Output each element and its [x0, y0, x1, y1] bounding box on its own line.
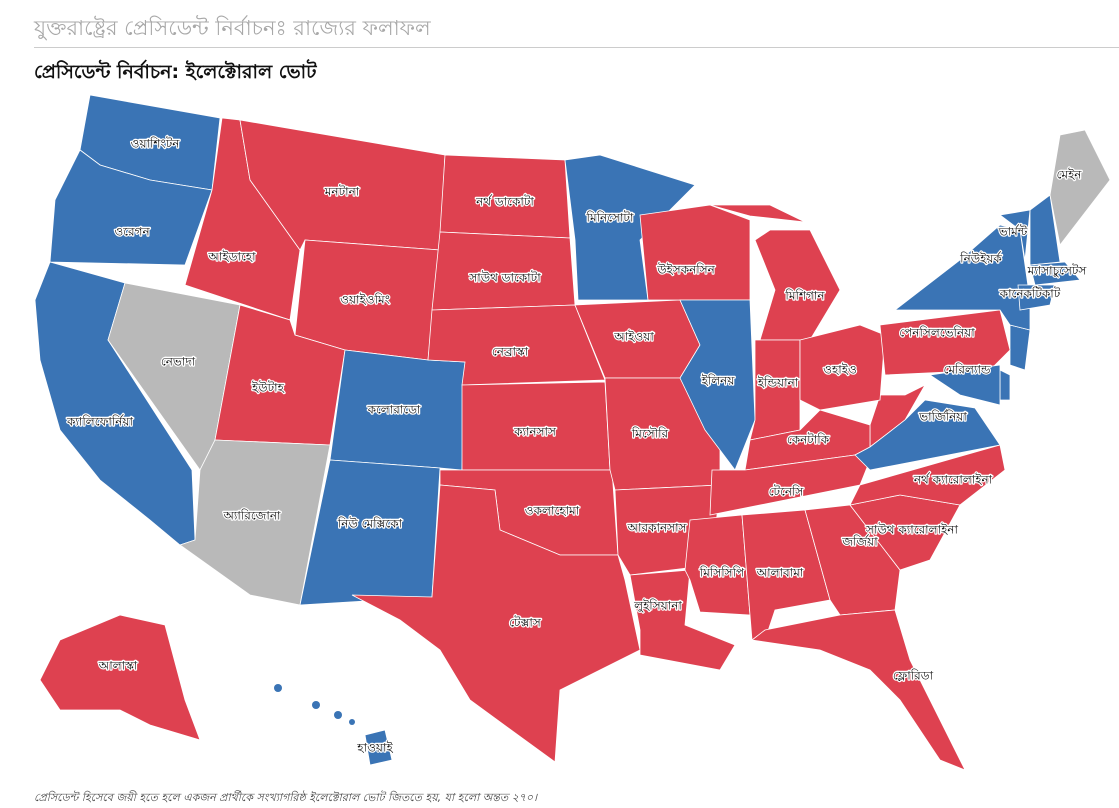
state-shape: [364, 729, 393, 766]
state-label: কানেকটিকাট: [999, 287, 1061, 301]
state-label: নেভাদা: [161, 355, 196, 369]
state-shape: [749, 339, 801, 441]
state-label: আইওয়া: [613, 330, 654, 344]
state-label: মিনিসোটা: [586, 211, 634, 225]
state-shape: [1029, 194, 1061, 266]
state-shape: [1029, 261, 1081, 286]
state-shape: [879, 309, 1011, 376]
state-label: মিসৌরি: [631, 427, 669, 441]
state-label: উইসকনসিন: [656, 263, 715, 277]
state-label: সাউথ ক্যারোলাইনা: [865, 523, 958, 537]
state-label: টেনেসি: [769, 485, 805, 499]
state-shape: [564, 154, 696, 301]
state-label: ফ্লোরিডা: [893, 669, 934, 683]
state-shape: [799, 324, 886, 411]
state-shape: [639, 204, 751, 301]
state-label: হাওয়াই: [356, 741, 393, 755]
state-label: মেইন: [1057, 168, 1083, 182]
page-title: যুক্তরাষ্ট্রের প্রেসিডেন্ট নির্বাচনঃ রাজ…: [34, 16, 431, 40]
state-label: ভার্জিনিয়া: [918, 410, 967, 424]
state-label: ইউটাহ: [251, 381, 285, 395]
state-shape: [893, 224, 1031, 331]
state-shape: [928, 364, 1001, 406]
map-title: প্রেসিডেন্ট নির্বাচন: ইলেক্টোরাল ভোট: [34, 61, 317, 83]
state-label: আরকানসাস: [627, 521, 688, 535]
state-label: ওরেগন: [114, 225, 150, 239]
state-label: মেরিল্যান্ড: [943, 363, 990, 377]
state-label: কলোরাডো: [367, 403, 421, 417]
state-shape: [999, 369, 1011, 401]
state-label: সাউথ ডাকোটা: [468, 271, 541, 285]
state-shape: [179, 439, 331, 606]
state-label: নিউ মেক্সিকো: [337, 517, 403, 531]
state-label: অ্যারিজোনা: [222, 509, 281, 523]
state-label: মিসিসিপি: [699, 566, 745, 580]
state-shape: [754, 229, 841, 341]
state-label: নর্থ ডাকোটা: [475, 195, 534, 209]
state-shape: [999, 209, 1031, 261]
state-shape: [1017, 284, 1056, 311]
state-label: নিউইয়র্ক: [959, 252, 1002, 266]
state-label: নেব্রাস্কা: [492, 345, 529, 359]
state-label: লুইসিয়ানা: [633, 599, 682, 614]
state-shape: [679, 299, 756, 471]
state-label: ওহাইও: [823, 363, 857, 377]
state-label: পেনসিলভেনিয়া: [899, 326, 975, 340]
footnote: প্রেসিডেন্ট হিসেবে জয়ী হতে হলে একজন প্র…: [34, 791, 538, 804]
island: [274, 684, 282, 692]
state-label: ওকলাহোমা: [525, 504, 580, 518]
state-label: মনটানা: [324, 185, 360, 199]
state-shape: [1009, 324, 1031, 371]
state-shape: [39, 614, 201, 741]
state-label: জর্জিয়া: [841, 535, 878, 549]
state-label: ওয়াইওমিং: [340, 293, 390, 307]
state-label: ক্যালিফোর্নিয়া: [66, 415, 133, 429]
state-shape: [49, 149, 213, 266]
state-label: ভার্মন্ট: [998, 225, 1028, 239]
island: [312, 701, 320, 709]
state-label: ক্যানসাস: [513, 425, 557, 439]
state-label: আইডাহো: [207, 250, 256, 264]
state-label: ম্যাসাচুসেটস: [1027, 264, 1088, 279]
state-label: ইলিনয়: [701, 374, 736, 388]
state-label: মিশিগান: [784, 289, 825, 303]
state-shape: [751, 609, 966, 771]
state-shape: [1049, 129, 1111, 246]
island: [334, 711, 342, 719]
state-label: কেনটাকি: [787, 433, 830, 447]
divider: [34, 47, 1119, 48]
island: [349, 719, 355, 725]
state-label: ইন্ডিয়ানা: [757, 376, 799, 390]
state-shape: [351, 484, 641, 763]
state-shape: [854, 399, 1001, 471]
state-shape: [709, 204, 806, 223]
state-label: আলাস্কা: [98, 659, 138, 673]
state-label: ওয়াশিংটন: [131, 137, 181, 151]
state-label: নর্থ ক্যারোলাইনা: [913, 473, 993, 487]
state-label: আলাবামা: [756, 566, 804, 580]
state-label: টেক্সাস: [509, 616, 542, 630]
